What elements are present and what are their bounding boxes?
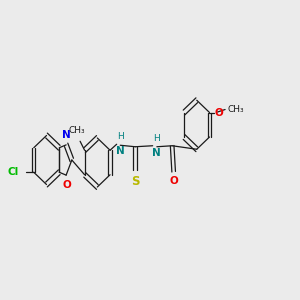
Text: H: H xyxy=(153,134,159,143)
Text: Cl: Cl xyxy=(8,167,19,177)
Text: N: N xyxy=(152,148,161,158)
Text: N: N xyxy=(62,130,71,140)
Text: O: O xyxy=(169,176,178,186)
Text: N: N xyxy=(116,146,125,156)
Text: O: O xyxy=(214,107,223,118)
Text: H: H xyxy=(117,132,124,141)
Text: CH₃: CH₃ xyxy=(227,105,244,114)
Text: O: O xyxy=(62,180,71,190)
Text: S: S xyxy=(131,175,140,188)
Text: CH₃: CH₃ xyxy=(69,126,86,135)
